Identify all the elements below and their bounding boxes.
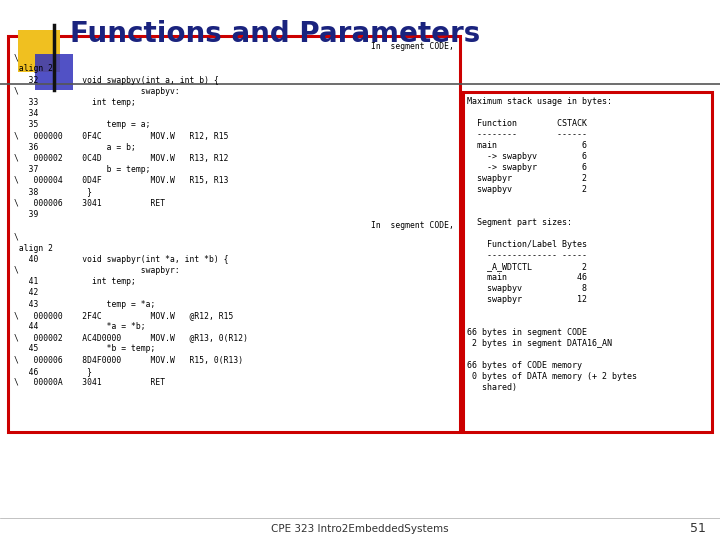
Text: \   000002    AC4D0000      MOV.W   @R13, 0(R12): \ 000002 AC4D0000 MOV.W @R13, 0(R12)	[14, 333, 248, 342]
Text: 40         void swapbyr(int *a, int *b) {: 40 void swapbyr(int *a, int *b) {	[14, 255, 228, 264]
Bar	[8, 36, 460, 432]
Text: 51: 51	[690, 523, 706, 536]
Text: 34: 34	[14, 109, 38, 118]
Text: align 2: align 2	[14, 244, 53, 253]
Text: 42: 42	[14, 288, 38, 298]
Text: swapbyv            8: swapbyv 8	[467, 284, 587, 293]
Text: In  segment CODE,: In segment CODE,	[371, 221, 454, 230]
Text: Segment part sizes:: Segment part sizes:	[467, 218, 572, 227]
Text: \   000006    3041          RET: \ 000006 3041 RET	[14, 199, 165, 208]
Text: 38          }: 38 }	[14, 187, 92, 197]
Text: -> swapbyv         6: -> swapbyv 6	[467, 152, 587, 161]
Text: swapbyv              2: swapbyv 2	[467, 185, 587, 194]
Text: 45              *b = temp;: 45 *b = temp;	[14, 345, 156, 353]
Text: \   000006    8D4F0000      MOV.W   R15, 0(R13): \ 000006 8D4F0000 MOV.W R15, 0(R13)	[14, 356, 243, 364]
Bar	[18, 30, 60, 72]
Bar	[8, 52, 46, 92]
Text: In  segment CODE,: In segment CODE,	[371, 42, 454, 51]
Bar	[463, 92, 712, 432]
Text: \   000000    2F4C          MOV.W   @R12, R15: \ 000000 2F4C MOV.W @R12, R15	[14, 311, 233, 320]
Text: 66 bytes of CODE memory: 66 bytes of CODE memory	[467, 361, 582, 370]
Text: \   000004    0D4F          MOV.W   R15, R13: \ 000004 0D4F MOV.W R15, R13	[14, 177, 228, 185]
Text: 37              b = temp;: 37 b = temp;	[14, 165, 150, 174]
Text: CPE 323 Intro2EmbeddedSystems: CPE 323 Intro2EmbeddedSystems	[271, 524, 449, 534]
Text: Maximum stack usage in bytes:: Maximum stack usage in bytes:	[467, 97, 612, 106]
Text: Function/Label Bytes: Function/Label Bytes	[467, 240, 587, 249]
Text: 35              temp = a;: 35 temp = a;	[14, 120, 150, 130]
Text: 41           int temp;: 41 int temp;	[14, 277, 136, 286]
Text: 33           int temp;: 33 int temp;	[14, 98, 136, 107]
Text: main              46: main 46	[467, 273, 587, 282]
Text: 46          }: 46 }	[14, 367, 92, 376]
Text: 36              a = b;: 36 a = b;	[14, 143, 136, 152]
Text: swapbyr           12: swapbyr 12	[467, 295, 587, 304]
Bar	[35, 54, 73, 90]
Text: 44              *a = *b;: 44 *a = *b;	[14, 322, 145, 331]
Text: Function        CSTACK: Function CSTACK	[467, 119, 587, 128]
Text: \                         swapbyr:: \ swapbyr:	[14, 266, 180, 275]
Text: \: \	[14, 232, 19, 241]
Text: 39: 39	[14, 210, 38, 219]
Text: \   000000    0F4C          MOV.W   R12, R15: \ 000000 0F4C MOV.W R12, R15	[14, 132, 228, 140]
Text: 43              temp = *a;: 43 temp = *a;	[14, 300, 156, 308]
Text: Functions and Parameters: Functions and Parameters	[70, 20, 480, 48]
Text: _A_WDTCTL          2: _A_WDTCTL 2	[467, 262, 587, 271]
Text: align 2: align 2	[14, 64, 53, 73]
Text: --------        ------: -------- ------	[467, 130, 587, 139]
Text: 2 bytes in segment DATA16_AN: 2 bytes in segment DATA16_AN	[467, 339, 612, 348]
Text: \                         swapbyv:: \ swapbyv:	[14, 87, 180, 96]
Text: \   000002    0C4D          MOV.W   R13, R12: \ 000002 0C4D MOV.W R13, R12	[14, 154, 228, 163]
Text: 66 bytes in segment CODE: 66 bytes in segment CODE	[467, 328, 587, 337]
Text: -------------- -----: -------------- -----	[467, 251, 587, 260]
Text: swapbyr              2: swapbyr 2	[467, 174, 587, 183]
Text: shared): shared)	[467, 383, 517, 392]
Text: main                 6: main 6	[467, 141, 587, 150]
Text: -> swapbyr         6: -> swapbyr 6	[467, 163, 587, 172]
Text: 32         void swapbyv(int a, int b) {: 32 void swapbyv(int a, int b) {	[14, 76, 219, 85]
Text: 0 bytes of DATA memory (+ 2 bytes: 0 bytes of DATA memory (+ 2 bytes	[467, 372, 637, 381]
Text: \: \	[14, 53, 19, 62]
Text: \   00000A    3041          RET: \ 00000A 3041 RET	[14, 378, 165, 387]
